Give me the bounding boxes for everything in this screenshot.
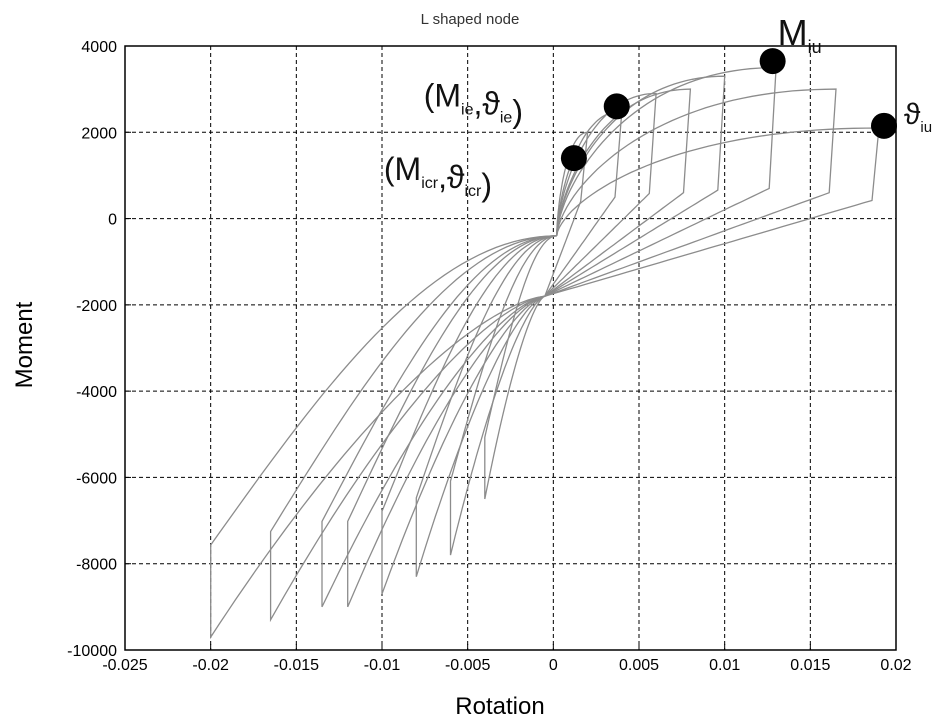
x-tick-label: 0.015 (790, 657, 830, 674)
grid (125, 46, 896, 650)
y-axis-label: Moment (11, 301, 38, 388)
marker-label-text: ,ϑ (438, 159, 465, 195)
marker-label-subscript: ie (461, 101, 474, 118)
chart-title: L shaped node (421, 11, 520, 28)
marker-label-text: ϑ (904, 98, 921, 131)
marker-label: Miu (778, 12, 822, 57)
marker-label: (Micr,ϑicr) (384, 151, 492, 203)
x-tick-label: -0.02 (192, 657, 229, 674)
marker-label-subscript: iu (808, 37, 822, 57)
marker-label-text: ,ϑ (473, 85, 500, 121)
y-tick-label: -6000 (76, 470, 117, 487)
x-tick-label: 0 (549, 657, 558, 674)
marker-point (560, 145, 587, 172)
hysteresis-curves (210, 66, 880, 640)
hysteresis-loop (449, 110, 623, 556)
marker-label-text: M (778, 12, 808, 53)
x-tick-label: 0.005 (619, 657, 659, 674)
y-tick-label: -10000 (67, 643, 117, 660)
y-tick-label: -4000 (76, 384, 117, 401)
marker-label-subscript: icr (464, 183, 482, 200)
hysteresis-loop (381, 88, 692, 595)
marker-point (603, 93, 630, 120)
y-tick-label: 4000 (81, 39, 117, 56)
marker-label: (Mie,ϑie) (424, 77, 523, 129)
marker-label-text: (M (424, 77, 461, 113)
plot-frame (124, 45, 897, 651)
marker-label-subscript: ie (500, 109, 513, 126)
marker-label-text: ) (512, 93, 523, 129)
x-tick-label: -0.005 (445, 657, 490, 674)
marker-label-text: ) (481, 167, 492, 203)
x-tick-label: -0.025 (102, 657, 147, 674)
marker-label-subscript: iu (920, 119, 932, 136)
hysteresis-loop (210, 127, 880, 640)
x-tick-label: 0.02 (880, 657, 911, 674)
marker-point (759, 48, 786, 75)
x-axis-label: Rotation (455, 693, 544, 720)
marker-label-text: (M (384, 151, 421, 187)
y-tick-label: -2000 (76, 298, 117, 315)
marker-point (871, 112, 898, 139)
x-tick-label: -0.01 (364, 657, 401, 674)
x-tick-label: -0.015 (274, 657, 319, 674)
y-tick-label: -8000 (76, 557, 117, 574)
tick-labels: -0.025 -0.02 -0.015 -0.01 -0.005 0 0.005 0.01 0.… (67, 39, 912, 674)
y-tick-label: 0 (108, 212, 117, 229)
hysteresis-loop (321, 66, 777, 608)
marker-label-subscript: icr (421, 175, 439, 192)
y-tick-label: 2000 (81, 125, 117, 142)
marker-label: ϑiu (904, 98, 932, 136)
x-tick-label: 0.01 (709, 657, 740, 674)
